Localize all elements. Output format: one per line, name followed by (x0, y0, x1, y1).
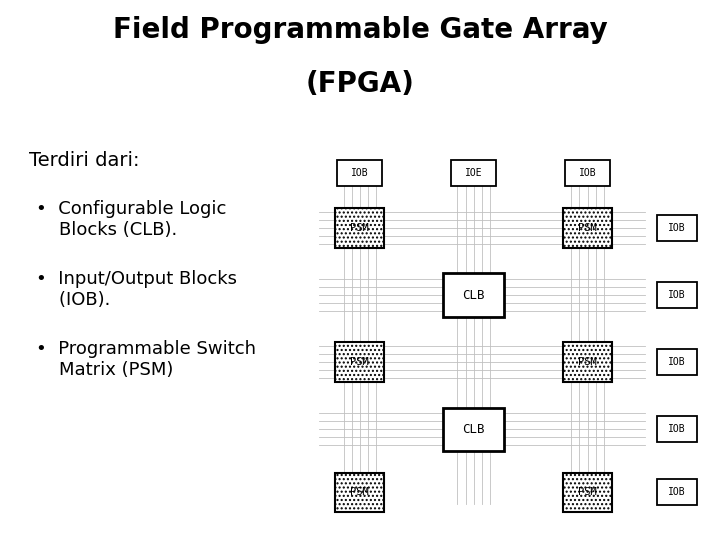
Bar (657, 480, 698, 505)
Bar (657, 282, 698, 308)
Text: Terdiri dari:: Terdiri dari: (29, 151, 139, 170)
Text: IOB: IOB (351, 168, 369, 178)
Bar (657, 349, 698, 375)
Bar (565, 160, 610, 186)
Text: •  Input/Output Blocks
    (IOB).: • Input/Output Blocks (IOB). (36, 270, 237, 309)
Bar (451, 160, 496, 186)
Text: CLB: CLB (462, 423, 485, 436)
Text: •  Configurable Logic
    Blocks (CLB).: • Configurable Logic Blocks (CLB). (36, 200, 226, 239)
Text: PSM: PSM (351, 487, 369, 497)
Text: IOB: IOB (668, 223, 686, 233)
Bar (657, 416, 698, 442)
Bar (336, 342, 384, 382)
Text: IOE: IOE (465, 168, 482, 178)
Text: •  Programmable Switch
    Matrix (PSM): • Programmable Switch Matrix (PSM) (36, 340, 256, 379)
Text: PSM: PSM (351, 223, 369, 233)
Bar (563, 342, 612, 382)
Text: PSM: PSM (578, 487, 597, 497)
Text: PSM: PSM (351, 357, 369, 367)
Text: IOB: IOB (668, 290, 686, 300)
Bar (444, 408, 504, 451)
Bar (336, 208, 384, 248)
Text: IOB: IOB (668, 487, 686, 497)
Bar (338, 160, 382, 186)
Text: (FPGA): (FPGA) (305, 70, 415, 98)
Text: PSM: PSM (578, 223, 597, 233)
Bar (563, 208, 612, 248)
Bar (336, 472, 384, 512)
Text: IOB: IOB (668, 424, 686, 434)
Bar (563, 472, 612, 512)
Text: IOB: IOB (668, 357, 686, 367)
Text: Field Programmable Gate Array: Field Programmable Gate Array (112, 16, 608, 44)
Bar (657, 215, 698, 241)
Text: PSM: PSM (578, 357, 597, 367)
Bar (444, 273, 504, 317)
Text: IOB: IOB (579, 168, 596, 178)
Text: CLB: CLB (462, 289, 485, 302)
